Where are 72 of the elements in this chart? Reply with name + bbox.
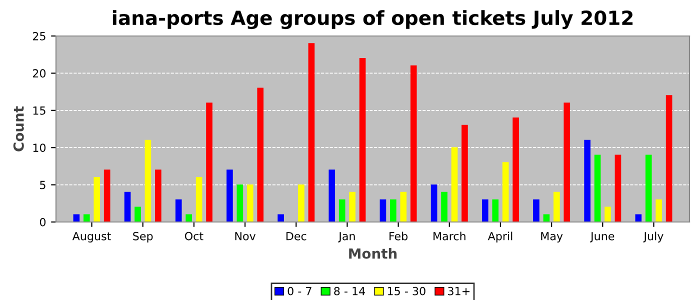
bar bbox=[308, 43, 315, 222]
bar bbox=[73, 214, 80, 222]
bar bbox=[410, 65, 417, 222]
bar bbox=[236, 184, 244, 222]
x-tick-label: Feb bbox=[390, 232, 408, 240]
y-tick-label: 20 bbox=[32, 69, 46, 78]
bar bbox=[482, 199, 488, 222]
y-tick-label: 5 bbox=[40, 180, 46, 190]
bar bbox=[278, 214, 284, 222]
bar bbox=[94, 177, 100, 222]
bar bbox=[246, 184, 254, 222]
y-tick-label: 10 bbox=[33, 144, 46, 152]
bar bbox=[175, 199, 182, 222]
bar bbox=[614, 154, 622, 222]
x-tick-label: Jan bbox=[338, 232, 355, 242]
bar bbox=[83, 214, 90, 222]
x-tick-label: July bbox=[643, 232, 664, 242]
bar bbox=[656, 199, 662, 222]
bar bbox=[584, 140, 590, 222]
bar bbox=[451, 147, 458, 222]
bar bbox=[502, 162, 509, 222]
y-axis-title: Count bbox=[13, 106, 24, 152]
y-tick-label: 15 bbox=[33, 106, 46, 115]
bar bbox=[359, 58, 366, 222]
x-tick-label: Dec bbox=[286, 232, 306, 240]
bar bbox=[155, 170, 162, 222]
x-tick-label: June bbox=[590, 232, 614, 242]
bar bbox=[206, 102, 212, 222]
x-tick-label: August bbox=[72, 232, 111, 242]
x-tick-label: May bbox=[541, 232, 563, 242]
bar bbox=[196, 177, 202, 222]
bar bbox=[430, 184, 438, 222]
bar bbox=[257, 88, 264, 222]
bar bbox=[328, 170, 336, 222]
bar bbox=[298, 184, 304, 222]
bar bbox=[144, 140, 152, 222]
bar bbox=[604, 206, 611, 222]
bar bbox=[104, 170, 110, 222]
bar bbox=[186, 214, 192, 222]
x-tick-label: March bbox=[434, 232, 466, 240]
legend-label: 15 - 30 bbox=[388, 286, 426, 296]
x-tick-label: Sep bbox=[133, 232, 153, 242]
chart-title: iana-ports Age groups of open tickets July 2012 bbox=[112, 10, 633, 30]
y-tick-label: 25 bbox=[32, 32, 46, 40]
bar bbox=[400, 192, 407, 222]
bar bbox=[666, 95, 672, 222]
bar bbox=[533, 199, 540, 222]
bar bbox=[338, 199, 346, 222]
x-tick-label: April bbox=[488, 232, 512, 242]
bar bbox=[492, 199, 499, 222]
bar bbox=[645, 154, 652, 222]
y-tick-label: 0 bbox=[40, 218, 46, 226]
bar bbox=[226, 170, 233, 222]
x-axis-title: Month bbox=[349, 248, 397, 259]
bar bbox=[390, 199, 396, 222]
bar bbox=[349, 192, 356, 222]
bar bbox=[462, 124, 468, 222]
legend-label: 8 - 14 bbox=[334, 286, 366, 296]
bar bbox=[543, 214, 550, 222]
bar bbox=[512, 117, 519, 222]
bar bbox=[124, 192, 131, 222]
bar bbox=[441, 192, 448, 222]
bar bbox=[564, 102, 570, 222]
bar bbox=[380, 199, 386, 222]
legend-label: 0 - 7 bbox=[288, 286, 312, 296]
bar bbox=[554, 192, 560, 222]
x-tick-label: Oct bbox=[184, 232, 204, 240]
bar bbox=[134, 206, 141, 222]
x-tick-label: Nov bbox=[235, 232, 256, 240]
bar bbox=[594, 154, 601, 222]
legend-label: 31+ bbox=[448, 286, 470, 296]
bar bbox=[635, 214, 642, 222]
